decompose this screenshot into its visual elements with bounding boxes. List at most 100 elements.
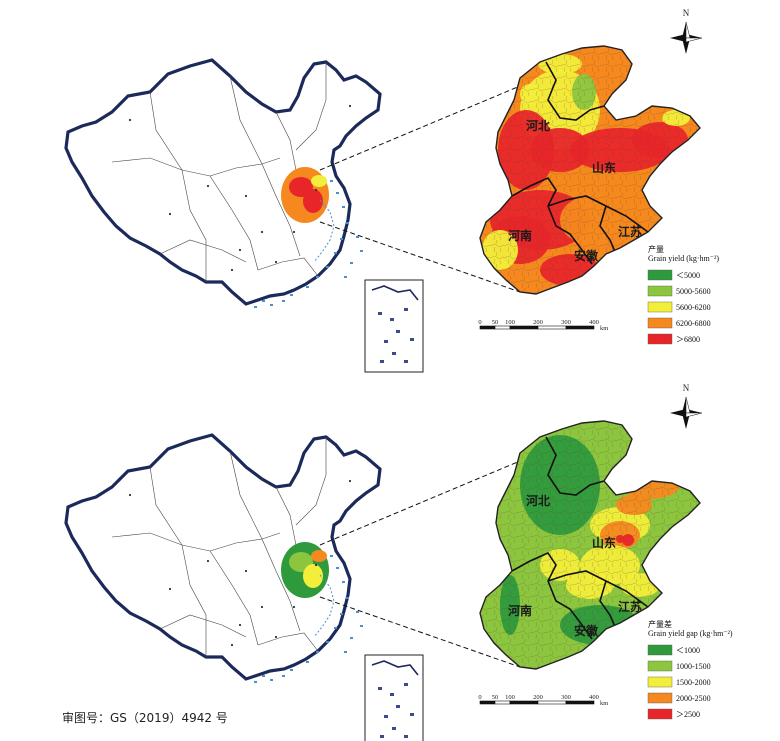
inset-island: [404, 308, 408, 311]
inset-island: [378, 312, 382, 315]
island-mark: [356, 611, 359, 613]
province-label: 安徽: [574, 623, 599, 638]
city-dot: [292, 230, 296, 234]
island-mark: [334, 627, 337, 629]
north-label: N: [683, 383, 690, 393]
scale-tick-label: 200: [533, 319, 543, 326]
city-dot: [238, 623, 242, 627]
island-mark: [254, 681, 257, 683]
island-mark: [282, 300, 285, 302]
scale-tick-label: 0: [478, 694, 481, 701]
legend-item: 6200-6800: [647, 317, 711, 329]
coastline-islands: [254, 180, 363, 308]
scale-segment: [479, 325, 496, 330]
island-mark: [344, 276, 347, 278]
inset-coast: [371, 660, 419, 676]
legend-title-en: Grain yield gap (kg·hm⁻²): [648, 629, 733, 638]
province-boundary: [275, 486, 297, 546]
province-boundary: [111, 157, 211, 177]
study-area-highlight: [281, 542, 329, 598]
city-dot: [168, 212, 172, 216]
province-boundary: [209, 532, 281, 552]
province-boundary: [547, 570, 649, 608]
province-label: 河北: [525, 118, 550, 133]
scale-tick-label: 200: [533, 694, 543, 701]
island-mark: [336, 567, 339, 569]
leader-line: [319, 460, 521, 546]
province-boundary: [545, 436, 605, 496]
city-dot: [128, 493, 132, 497]
island-mark: [326, 641, 329, 643]
inset-island: [396, 705, 400, 708]
scale-tick-label: 400: [589, 694, 599, 701]
province-boundary: [599, 580, 617, 630]
province-boundary: [229, 75, 263, 165]
legend-swatch: [647, 676, 673, 688]
island-mark: [254, 306, 257, 308]
island-mark: [270, 679, 273, 681]
city-dot: [168, 587, 172, 591]
scale-tick-label: 50: [492, 319, 499, 326]
province-boundary: [261, 538, 301, 632]
island-mark: [346, 222, 349, 224]
province-boundary: [209, 157, 281, 177]
province-boundary: [149, 91, 183, 171]
inset-island: [378, 687, 382, 690]
island-mark: [334, 252, 337, 254]
legend-swatch: [647, 660, 673, 672]
scale-segment: [509, 325, 539, 330]
inset-island: [390, 693, 394, 696]
legend-item: ＜5000: [647, 269, 700, 281]
province-boundary: [209, 550, 259, 646]
island-mark: [306, 286, 309, 288]
province-boundary: [209, 175, 259, 271]
inset-coast: [371, 285, 419, 301]
city-dot: [230, 643, 234, 647]
legend-item: 5000-5600: [647, 285, 711, 297]
legend-title-cn: 产量差: [648, 619, 672, 629]
province-boundary: [261, 163, 301, 257]
city-dot: [292, 605, 296, 609]
city-dot: [314, 563, 318, 567]
legend-item: ＜1000: [647, 644, 700, 656]
legend-label: ＜1000: [676, 646, 700, 655]
legend-item: 2000-2500: [647, 692, 711, 704]
province-label: 江苏: [618, 599, 642, 614]
province-boundary: [547, 205, 593, 265]
island-mark: [326, 266, 329, 268]
legend-title-en: Grain yield (kg·hm⁻²): [648, 254, 719, 263]
province-label: 河北: [525, 493, 550, 508]
province-label: 山东: [592, 535, 616, 550]
scale-tick-label: 100: [505, 319, 515, 326]
north-arrow: N: [670, 8, 703, 54]
inset-island: [410, 713, 414, 716]
scale-segment: [479, 700, 496, 705]
city-dot: [206, 559, 210, 563]
inset-island: [392, 727, 396, 730]
scale-segment: [565, 325, 595, 330]
legend-item: 5600-6200: [647, 301, 711, 313]
legend-item: 1500-2000: [647, 676, 711, 688]
city-dot: [274, 260, 278, 264]
north-label: N: [683, 8, 690, 18]
island-mark: [270, 304, 273, 306]
study-area-core: [303, 564, 323, 588]
province-boundary: [545, 61, 605, 121]
city-dot: [230, 268, 234, 272]
study-area-core: [311, 550, 327, 562]
island-mark: [340, 613, 343, 615]
island-mark: [306, 661, 309, 663]
province-boundary: [599, 205, 617, 255]
scale-tick-label: 50: [492, 694, 499, 701]
inset-island: [404, 360, 408, 363]
inset-island: [384, 340, 388, 343]
inset-island: [384, 715, 388, 718]
province-boundary: [295, 437, 327, 526]
north-arrow-icon: [685, 412, 703, 418]
legend-label: ＜5000: [676, 271, 700, 280]
province-boundary: [547, 195, 649, 233]
legend-label: 1000-1500: [676, 662, 711, 671]
